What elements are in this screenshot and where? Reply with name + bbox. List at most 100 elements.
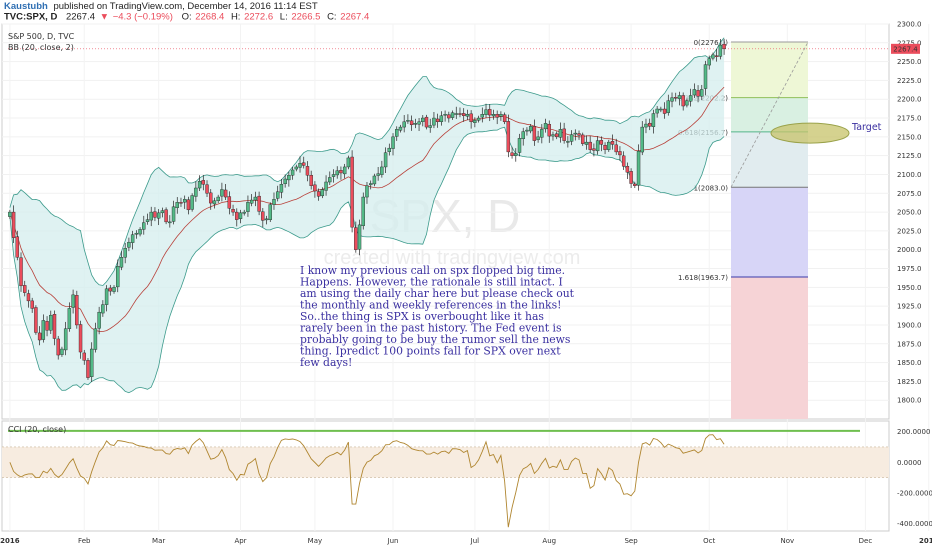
candle-body [700, 89, 704, 97]
cci-axis[interactable]: -400.0000 -200.0000 0.0000 200.0000 [897, 428, 932, 528]
candle-body [714, 55, 719, 57]
author-name[interactable]: Kaustubh [4, 1, 48, 12]
candle-body [525, 129, 529, 132]
candle-body [540, 129, 544, 138]
candle-body [402, 121, 406, 128]
candle-body [89, 348, 94, 377]
candle-body [644, 123, 648, 128]
candle-body [432, 117, 436, 126]
candle-body [130, 234, 135, 243]
price-tick: 1800.0 [897, 397, 922, 405]
candle-body [112, 287, 116, 292]
candle-body [502, 114, 507, 123]
candle-body [633, 183, 637, 186]
price-tick: 2150.0 [897, 133, 922, 141]
candle-body [662, 108, 667, 114]
candle-body [458, 113, 462, 115]
candle-body [190, 195, 194, 210]
candle-body [551, 134, 555, 137]
fib-level-label: 0(2276.0) [694, 39, 729, 47]
candle-body [666, 100, 671, 113]
candle-body [439, 115, 444, 123]
fibonacci-tool[interactable]: 0(2276.0)0.382(2202.2)0.618(2156.7)1(208… [8, 39, 889, 419]
candle-body [659, 108, 663, 111]
note-line-1: I know my previous call on spx flopped b… [300, 264, 565, 277]
analysis-note: I know my previous call on spx flopped b… [300, 264, 575, 369]
bb-upper [9, 37, 725, 286]
candle-body [629, 171, 633, 184]
candle-body [149, 211, 153, 221]
candle-body [484, 109, 488, 115]
time-tick: Jul [470, 537, 480, 545]
last-price-label: 2267.4 [893, 45, 918, 53]
candle-body [421, 117, 425, 123]
candle-body [119, 257, 124, 268]
candle-body [595, 140, 600, 152]
candle-body [636, 150, 641, 186]
candle-body [249, 199, 254, 204]
candle-body [56, 338, 60, 356]
candle-body [354, 227, 358, 250]
candle-body [558, 129, 563, 138]
candle-body [387, 147, 392, 152]
candle-body [231, 209, 235, 213]
candle-body [134, 232, 139, 235]
price-tick: 1900.0 [897, 321, 922, 329]
candle-body [495, 114, 499, 118]
published-text: published on TradingView.com, December 1… [53, 1, 317, 12]
candle-body [257, 195, 261, 212]
candle-body [342, 166, 347, 175]
candle-body [97, 311, 101, 329]
candle-body [543, 123, 548, 130]
price-tick: 2050.0 [897, 209, 922, 217]
candle-body [722, 43, 726, 50]
candle-body [428, 125, 432, 128]
price-tick: 2275.0 [897, 39, 922, 47]
candle-body [8, 211, 12, 217]
candle-body [599, 139, 604, 145]
high-value: 2272.6 [244, 12, 273, 23]
candle-body [692, 89, 697, 96]
candle-body [153, 211, 157, 218]
candle-body [461, 113, 466, 116]
candle-body [52, 314, 57, 339]
candle-body [179, 202, 183, 204]
candle-body [264, 218, 269, 221]
candle-body [651, 113, 656, 127]
candle-body [212, 200, 217, 205]
candle-body [160, 210, 165, 214]
note-line-7: probably going to be buy the rumor sell … [300, 333, 570, 346]
high-key: H: [231, 12, 241, 23]
note-line-6: rarely been in the past history. The Fed… [300, 322, 562, 335]
candle-body [41, 320, 46, 340]
candle-body [577, 133, 581, 136]
time-tick: Mar [152, 537, 165, 545]
cci-tick: 200.0000 [897, 428, 930, 436]
price-axis[interactable]: 1800.0 1825.0 1850.0 1875.0 1900.0 1925.0 1950… [891, 21, 922, 405]
candle-body [320, 189, 325, 197]
candle-body [175, 202, 179, 208]
candle-body [316, 191, 321, 197]
time-tick: 2017 [919, 537, 932, 545]
candle-body [101, 304, 105, 314]
candle-body [707, 58, 711, 66]
candle-body [19, 257, 23, 287]
candle-body [681, 95, 685, 107]
candle-body [554, 133, 559, 138]
open-value: 2268.4 [195, 12, 224, 23]
candle-body [413, 123, 418, 125]
note-line-2: Happens. However, the rationale is still… [300, 276, 563, 289]
candle-body [376, 173, 380, 176]
candle-body [290, 169, 295, 176]
candle-body [655, 108, 659, 114]
candle-body [71, 294, 75, 308]
price-tick: 2000.0 [897, 246, 922, 254]
price-tick: 2250.0 [897, 58, 922, 66]
candle-body [238, 212, 243, 219]
candle-body [528, 126, 533, 132]
candle-body [86, 360, 90, 378]
candle-body [223, 189, 228, 198]
note-line-4: the monthly and weekly references in the… [300, 299, 561, 312]
time-axis[interactable]: 2016 Feb Mar Apr May Jun Jul Aug Sep Oct Nov Dec 201… [0, 537, 932, 545]
